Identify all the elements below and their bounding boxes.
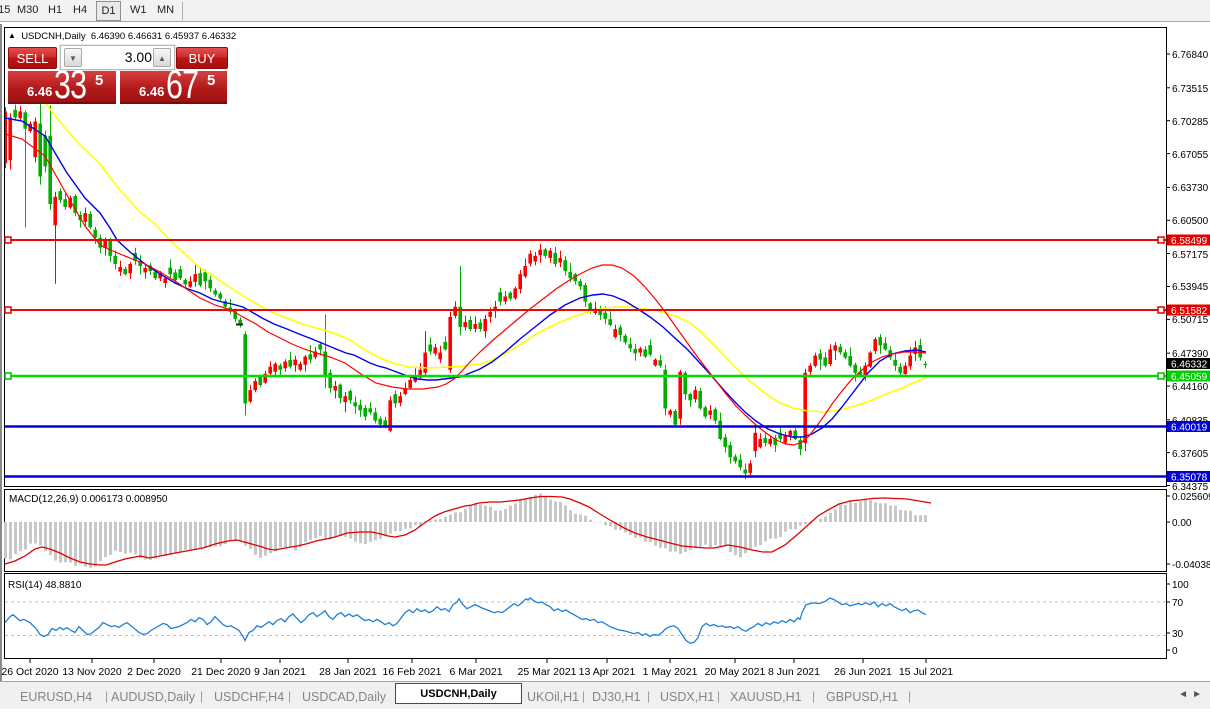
svg-text:6.63730: 6.63730 <box>1172 183 1209 194</box>
svg-text:6.45059: 6.45059 <box>1171 372 1208 383</box>
svg-text:6.57175: 6.57175 <box>1172 250 1209 261</box>
svg-text:26 Oct 2020: 26 Oct 2020 <box>1 666 58 678</box>
svg-text:6.53945: 6.53945 <box>1172 282 1209 293</box>
svg-text:0: 0 <box>1172 646 1178 657</box>
svg-text:6.35078: 6.35078 <box>1171 473 1208 484</box>
svg-text:28 Jan 2021: 28 Jan 2021 <box>319 666 377 678</box>
svg-text:6.46332: 6.46332 <box>1171 360 1208 371</box>
svg-text:100: 100 <box>1172 580 1189 591</box>
svg-text:RSI(14) 48.8810: RSI(14) 48.8810 <box>8 580 82 591</box>
svg-text:16 Feb 2021: 16 Feb 2021 <box>383 666 442 678</box>
svg-text:25 Mar 2021: 25 Mar 2021 <box>518 666 577 678</box>
svg-text:21 Dec 2020: 21 Dec 2020 <box>191 666 251 678</box>
svg-text:26 Jun 2021: 26 Jun 2021 <box>834 666 892 678</box>
svg-text:13 Apr 2021: 13 Apr 2021 <box>579 666 636 678</box>
svg-text:9 Jan 2021: 9 Jan 2021 <box>254 666 306 678</box>
svg-text:30: 30 <box>1172 629 1184 640</box>
svg-text:0.00: 0.00 <box>1172 518 1192 529</box>
svg-text:13 Nov 2020: 13 Nov 2020 <box>62 666 122 678</box>
svg-text:MACD(12,26,9) 0.006173 0.00895: MACD(12,26,9) 0.006173 0.008950 <box>9 494 168 505</box>
svg-text:6.51582: 6.51582 <box>1171 306 1208 317</box>
svg-text:6.73515: 6.73515 <box>1172 84 1209 95</box>
svg-text:6.44160: 6.44160 <box>1172 382 1209 393</box>
svg-text:6.58499: 6.58499 <box>1171 236 1208 247</box>
svg-text:0.025609: 0.025609 <box>1172 492 1210 503</box>
svg-text:6.60500: 6.60500 <box>1172 216 1209 227</box>
svg-text:6 Mar 2021: 6 Mar 2021 <box>449 666 502 678</box>
svg-text:15 Jul 2021: 15 Jul 2021 <box>899 666 953 678</box>
svg-text:6.67055: 6.67055 <box>1172 150 1209 161</box>
svg-text:-0.040386: -0.040386 <box>1172 560 1210 571</box>
svg-text:20 May 2021: 20 May 2021 <box>705 666 766 678</box>
svg-text:6.70285: 6.70285 <box>1172 117 1209 128</box>
svg-text:70: 70 <box>1172 598 1184 609</box>
svg-text:1 May 2021: 1 May 2021 <box>643 666 698 678</box>
svg-text:8 Jun 2021: 8 Jun 2021 <box>768 666 820 678</box>
svg-text:2 Dec 2020: 2 Dec 2020 <box>127 666 181 678</box>
svg-text:6.40019: 6.40019 <box>1171 423 1208 434</box>
svg-text:6.37605: 6.37605 <box>1172 449 1209 460</box>
svg-text:6.76840: 6.76840 <box>1172 50 1209 61</box>
